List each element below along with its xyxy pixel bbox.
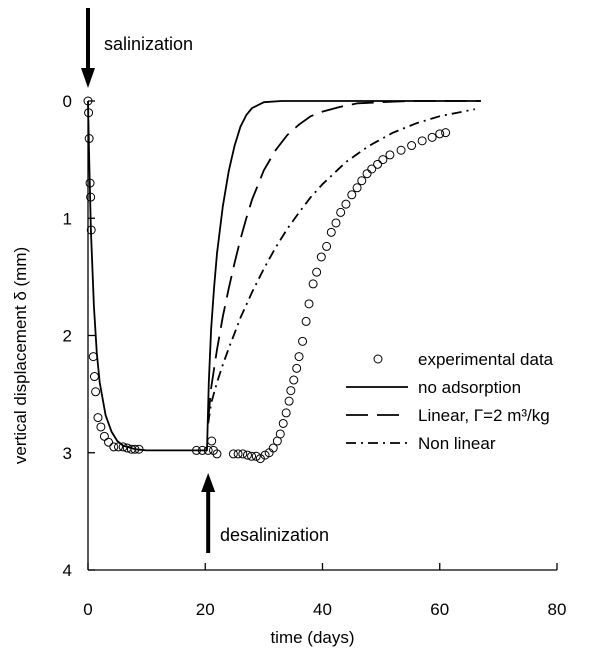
experimental-data-point (118, 442, 128, 452)
experimental-data-point (294, 352, 304, 362)
experimental-data-point (207, 436, 217, 446)
experimental-data-point (407, 141, 417, 151)
experimental-data-point (308, 279, 318, 289)
markers-layer (83, 96, 451, 464)
salinization-annotation: salinization (104, 34, 194, 54)
experimental-data-point (281, 408, 291, 418)
experimental-data-point (89, 372, 99, 382)
x-tick-label: 20 (196, 600, 215, 619)
y-tick-label: 4 (63, 561, 72, 580)
experimental-data-point (91, 387, 101, 397)
experimental-data-point (304, 299, 314, 309)
experimental-data-point (301, 316, 311, 326)
experimental-data-point (86, 192, 96, 202)
experimental-data-point (378, 155, 388, 165)
experimental-data-point (326, 227, 336, 237)
experimental-data-point (212, 449, 222, 459)
annotation-arrows (81, 8, 216, 553)
x-tick-label: 60 (430, 600, 449, 619)
experimental-data-point (84, 134, 94, 144)
salinization-arrow-head (81, 68, 95, 88)
experimental-data-point (347, 190, 357, 200)
experimental-data-point (322, 241, 332, 251)
experimental-data-point (417, 136, 427, 146)
experimental-data-point (233, 449, 243, 459)
experimental-data-point (247, 451, 257, 461)
experimental-data-point (367, 164, 377, 174)
experimental-data-point (113, 442, 123, 452)
experimental-data-point (298, 336, 308, 346)
experimental-data-point (341, 199, 351, 209)
experimental-data-point (278, 418, 288, 428)
y-tick-label: 2 (63, 327, 72, 346)
experimental-data-point (130, 444, 140, 454)
experimental-data-point (134, 444, 144, 454)
experimental-data-point (242, 450, 252, 460)
y-tick-label: 3 (63, 444, 72, 463)
legend-label: no adsorption (418, 378, 521, 397)
nonlinear-model-line (207, 108, 476, 424)
experimental-data-point (197, 445, 207, 455)
y-tick-label: 1 (63, 209, 72, 228)
linear-model-line (207, 100, 481, 420)
series-layer (87, 100, 481, 452)
experimental-data-point (316, 252, 326, 262)
experimental-data-point (85, 178, 95, 188)
y-axis-title: vertical displacement δ (mm) (11, 247, 30, 464)
legend: experimental data no adsorption Linear, Γ=… (346, 350, 554, 453)
experimental-data-point (104, 437, 114, 447)
x-tick-label: 40 (313, 600, 332, 619)
experimental-data-point (286, 386, 296, 396)
desalinization-annotation: desalinization (220, 525, 330, 545)
experimental-data-point (435, 129, 445, 139)
experimental-data-point (93, 413, 103, 423)
experimental-data-point (441, 128, 451, 138)
experimental-data-point (268, 443, 278, 453)
experimental-data-point (83, 96, 93, 106)
experimental-data-point (427, 132, 437, 142)
y-tick-label: 0 (63, 92, 72, 111)
legend-label: Linear, Γ=2 m³/kg (418, 406, 550, 425)
no-adsorption-line (87, 100, 481, 452)
experimental-data-point (203, 445, 213, 455)
experimental-data-point (373, 159, 383, 169)
experimental-data-point (86, 225, 96, 235)
experimental-data-point (284, 396, 294, 406)
experimental-data-point (336, 207, 346, 217)
x-tick-label: 80 (548, 600, 567, 619)
experimental-data-point (275, 429, 285, 439)
legend-marker-circle (373, 354, 383, 364)
experimental-data-point (228, 449, 238, 459)
x-tick-label: 0 (83, 600, 92, 619)
experimental-data-point (331, 218, 341, 228)
experimental-data-point (289, 375, 299, 385)
experimental-data-point (385, 150, 395, 160)
experimental-data-point (357, 176, 367, 186)
x-axis-title: time (days) (270, 628, 354, 647)
legend-label: experimental data (418, 350, 554, 369)
experimental-data-point (84, 108, 94, 118)
experimental-data-point (312, 267, 322, 277)
experimental-data-point (362, 169, 372, 179)
experimental-data-point (352, 183, 362, 193)
experimental-data-point (238, 449, 248, 459)
experimental-data-point (109, 442, 119, 452)
experimental-data-point (99, 431, 109, 441)
legend-label: Non linear (418, 434, 496, 453)
experimental-data-point (191, 445, 201, 455)
experimental-data-point (96, 422, 106, 432)
desalinization-arrow-head (201, 473, 216, 492)
experimental-data-point (88, 352, 98, 362)
experimental-data-point (396, 145, 406, 155)
experimental-data-point (292, 363, 302, 373)
